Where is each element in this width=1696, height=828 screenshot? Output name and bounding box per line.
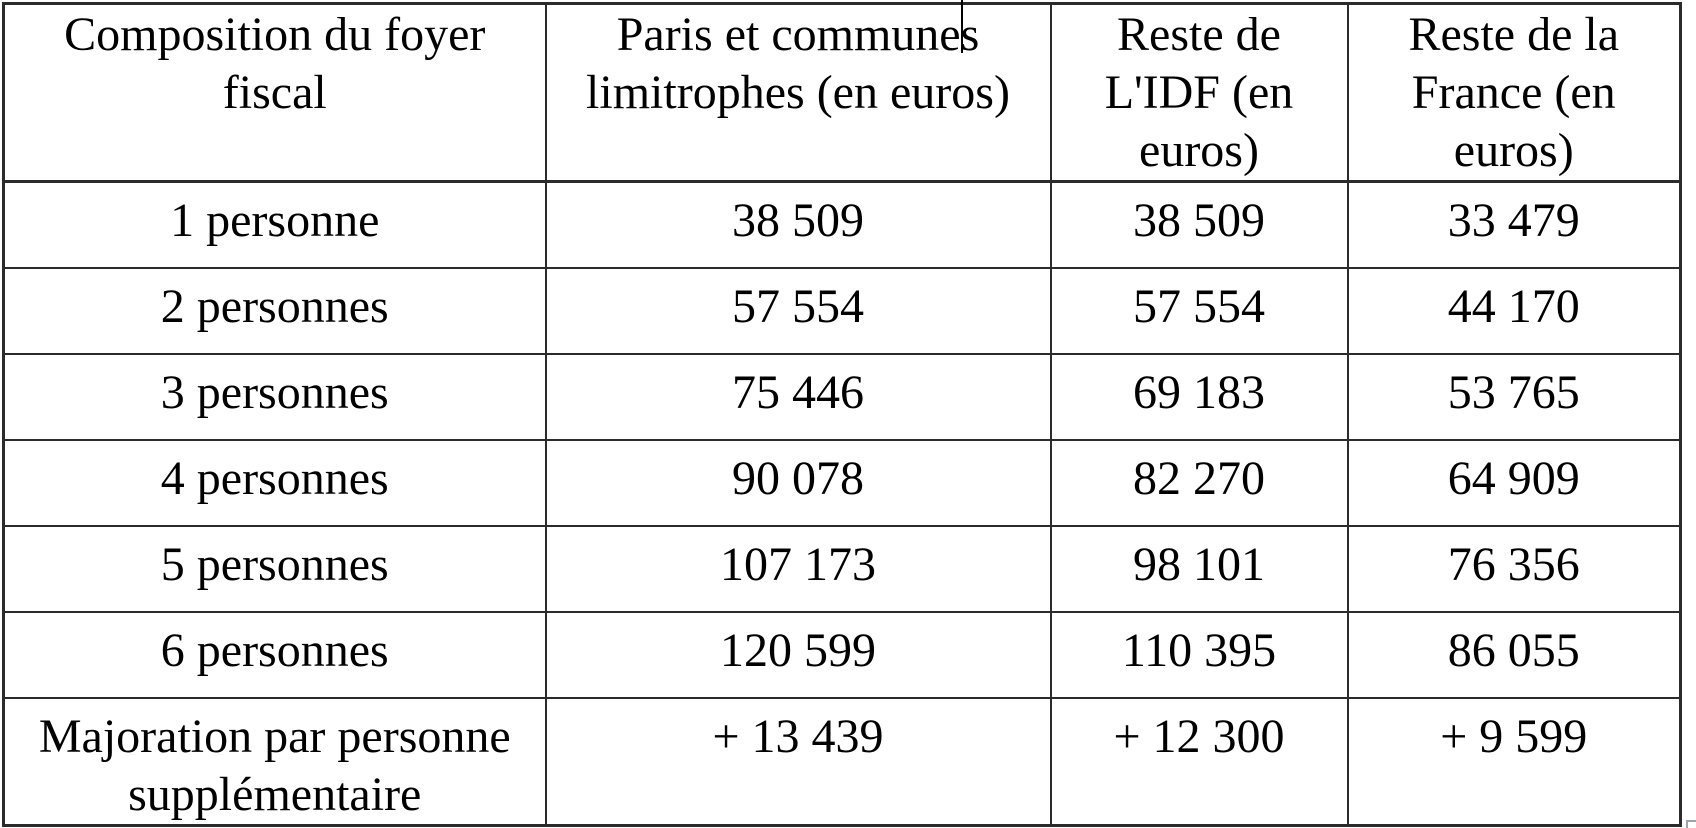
value-cell[interactable]: 110 395 bbox=[1049, 610, 1349, 699]
table-row: 3 personnes 75 446 69 183 53 765 bbox=[2, 352, 1682, 441]
value-cell[interactable]: 33 479 bbox=[1346, 180, 1682, 269]
value-cell[interactable]: + 13 439 bbox=[544, 696, 1052, 826]
column-header-idf[interactable]: Reste de L'IDF (en euros) bbox=[1049, 2, 1349, 183]
table-row: Majoration par personne supplémentaire +… bbox=[2, 696, 1682, 826]
row-label-cell[interactable]: 1 personne bbox=[2, 180, 547, 269]
value-cell[interactable]: 107 173 bbox=[544, 524, 1052, 613]
row-label-cell[interactable]: 4 personnes bbox=[2, 438, 547, 527]
page-boundary-corner-icon bbox=[1686, 820, 1696, 828]
table-row: 6 personnes 120 599 110 395 86 055 bbox=[2, 610, 1682, 699]
row-label-cell[interactable]: 3 personnes bbox=[2, 352, 547, 441]
value-cell[interactable]: 57 554 bbox=[544, 266, 1052, 355]
row-label-cell[interactable]: 5 personnes bbox=[2, 524, 547, 613]
value-cell[interactable]: 44 170 bbox=[1346, 266, 1682, 355]
value-cell[interactable]: 82 270 bbox=[1049, 438, 1349, 527]
value-cell[interactable]: + 12 300 bbox=[1049, 696, 1349, 826]
row-label-cell[interactable]: 6 personnes bbox=[2, 610, 547, 699]
value-cell[interactable]: 75 446 bbox=[544, 352, 1052, 441]
value-cell[interactable]: 98 101 bbox=[1049, 524, 1349, 613]
column-header-france[interactable]: Reste de la France (en euros) bbox=[1346, 2, 1682, 183]
value-cell[interactable]: 64 909 bbox=[1346, 438, 1682, 527]
column-header-paris[interactable]: Paris et communes limitrophes (en euros) bbox=[544, 2, 1052, 183]
table-row: 1 personne 38 509 38 509 33 479 bbox=[2, 180, 1682, 269]
text-cursor bbox=[961, 0, 963, 53]
table-row: 4 personnes 90 078 82 270 64 909 bbox=[2, 438, 1682, 527]
value-cell[interactable]: 86 055 bbox=[1346, 610, 1682, 699]
value-cell[interactable]: 38 509 bbox=[544, 180, 1052, 269]
table-row: 5 personnes 107 173 98 101 76 356 bbox=[2, 524, 1682, 613]
value-cell[interactable]: 120 599 bbox=[544, 610, 1052, 699]
value-cell[interactable]: 57 554 bbox=[1049, 266, 1349, 355]
row-label-cell[interactable]: 2 personnes bbox=[2, 266, 547, 355]
value-cell[interactable]: 38 509 bbox=[1049, 180, 1349, 269]
header-row: Composition du foyer fiscal Paris et com… bbox=[2, 2, 1682, 183]
value-cell[interactable]: + 9 599 bbox=[1346, 696, 1682, 826]
value-cell[interactable]: 90 078 bbox=[544, 438, 1052, 527]
value-cell[interactable]: 69 183 bbox=[1049, 352, 1349, 441]
row-label-cell[interactable]: Majoration par personne supplémentaire bbox=[2, 696, 547, 826]
column-header-composition[interactable]: Composition du foyer fiscal bbox=[2, 2, 547, 183]
table-row: 2 personnes 57 554 57 554 44 170 bbox=[2, 266, 1682, 355]
value-cell[interactable]: 76 356 bbox=[1346, 524, 1682, 613]
value-cell[interactable]: 53 765 bbox=[1346, 352, 1682, 441]
